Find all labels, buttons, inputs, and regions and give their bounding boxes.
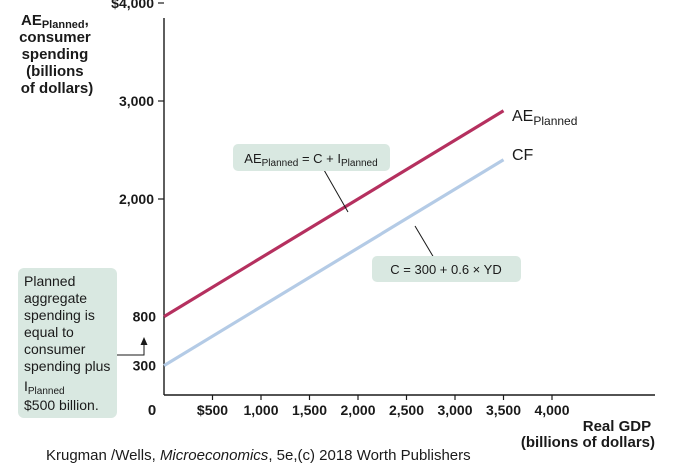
cf-callout-pointer <box>414 225 435 259</box>
x-tick-label-7: 4,000 <box>534 402 569 418</box>
y-value-label-800: 800 <box>133 309 157 325</box>
x-tick-label-1: 1,000 <box>243 402 278 418</box>
series-label-cf: CF <box>512 147 534 164</box>
credit-rest: , 5e,(c) 2018 Worth Publishers <box>268 447 471 464</box>
x-tick-label-4: 2,500 <box>389 402 424 418</box>
series-line-ae <box>163 109 505 318</box>
cf-equation-callout <box>372 256 521 282</box>
y-value-label-300: 300 <box>133 358 157 374</box>
ae-equation-callout <box>233 144 390 171</box>
credit-authors: Krugman /Wells, <box>46 447 160 464</box>
note-pointer-arrowhead <box>140 337 148 345</box>
x-tick-label-0: $500 <box>197 402 228 418</box>
source-credit: Krugman /Wells, Microeconomics, 5e,(c) 2… <box>46 447 471 464</box>
x-tick-label-3: 2,000 <box>340 402 375 418</box>
note-callout <box>18 268 117 418</box>
series-label-ae: AEPlanned <box>512 108 577 128</box>
origin-label: 0 <box>148 402 156 419</box>
y-tick-label-2: $4,000 <box>111 0 154 11</box>
credit-title: Microeconomics <box>159 447 269 464</box>
note-text: Planned aggregate spending is equal to c… <box>24 273 114 413</box>
y-tick-label-1: 3,000 <box>119 93 154 109</box>
x-tick-label-2: 1,500 <box>292 402 327 418</box>
y-tick-label-0: 2,000 <box>119 191 154 207</box>
ae-callout-pointer <box>323 169 349 213</box>
note-pointer <box>117 342 145 356</box>
x-ticks: $500 1,000 1,500 2,000 2,500 3,000 3,500 4,000 <box>197 395 570 418</box>
series-line-cf <box>163 158 505 367</box>
cf-equation-text: C = 300 + 0.6 × YD <box>390 262 501 277</box>
x-tick-label-6: 3,500 <box>486 402 521 418</box>
series-lines <box>163 109 505 367</box>
x-axis-label: Real GDP (billions of dollars) <box>521 418 655 451</box>
x-tick-label-5: 3,000 <box>437 402 472 418</box>
y-axis-label: AEPlanned, consumer spending (billions o… <box>19 12 95 97</box>
ae-equation-text: AEPlanned = C + IPlanned <box>244 151 377 169</box>
y-ticks: 2,000 3,000 $4,000 800 300 <box>111 0 164 374</box>
